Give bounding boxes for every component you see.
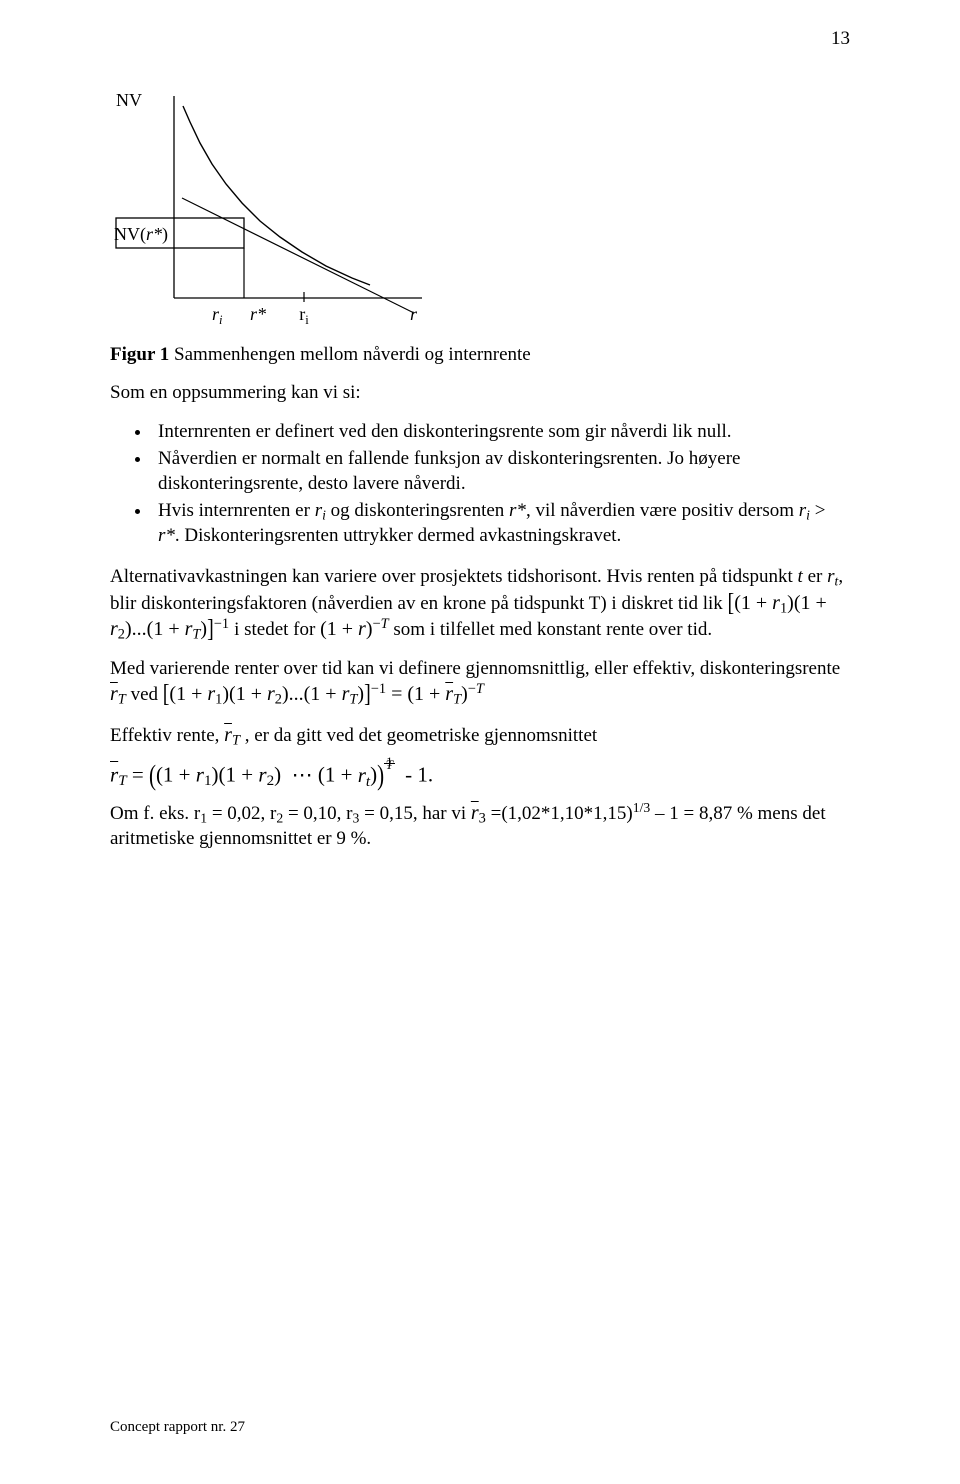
svg-text:NV(r*): NV(r*) [114,224,168,245]
svg-text:NV: NV [116,90,142,110]
svg-text:ri: ri [299,304,309,327]
list-item: Internrenten er definert ved den diskont… [152,419,850,444]
paragraph-effektiv: Effektiv rente, rT , er da gitt ved det … [110,722,850,748]
caption-rest: Sammenhengen mellom nåverdi og internren… [169,344,530,365]
page-number: 13 [831,28,850,50]
page-footer: Concept rapport nr. 27 [110,1419,245,1436]
list-item: Hvis internrenten er ri og diskonterings… [152,498,850,548]
summary-bullets: Internrenten er definert ved den diskont… [110,419,850,548]
bullet-text: Nåverdien er normalt en fallende funksjo… [158,448,740,494]
equation-geom-mean: rT = ((1 + r1)(1 + r2) ⋯ (1 + rt))1T - 1… [110,762,850,787]
figure-1: NV NV(r*) ri r* ri r [110,88,850,338]
intro-line: Som en oppsummering kan vi si: [110,380,850,405]
list-item: Nåverdien er normalt en fallende funksjo… [152,446,850,496]
page: 13 NV NV(r*) ri r* ri r Figur 1 Sammenhengen … [0,0,960,1484]
paragraph-example: Om f. eks. r1 = 0,02, r2 = 0,10, r3 = 0,… [110,800,850,851]
caption-bold: Figur 1 [110,344,169,365]
svg-text:ri: ri [212,304,223,327]
paragraph-alt: Alternativavkastningen kan variere over … [110,564,850,642]
bullet-text: Internrenten er definert ved den diskont… [158,421,732,442]
svg-text:r*: r* [250,304,266,324]
chart-svg: NV NV(r*) ri r* ri r [110,88,430,333]
paragraph-var: Med varierende renter over tid kan vi de… [110,656,850,707]
svg-text:r: r [410,304,418,324]
figure-caption: Figur 1 Sammenhengen mellom nåverdi og i… [110,344,850,366]
